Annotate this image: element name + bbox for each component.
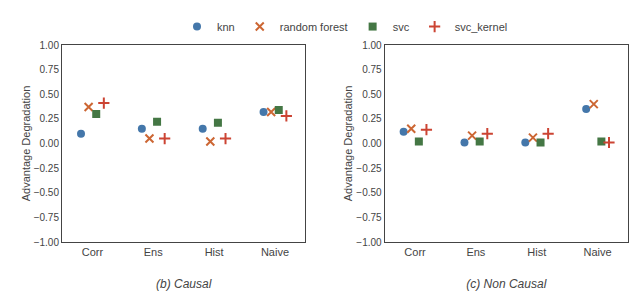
svg-text:svc: svc	[393, 21, 410, 33]
svg-text:Naive: Naive	[584, 246, 612, 258]
svg-text:0.25: 0.25	[40, 113, 60, 124]
svg-text:−0.50: −0.50	[356, 187, 382, 198]
svg-text:0.50: 0.50	[40, 89, 60, 100]
svg-text:−0.25: −0.25	[356, 163, 382, 174]
svg-text:Advantage Degradation: Advantage Degradation	[342, 86, 354, 202]
svg-text:Naive: Naive	[261, 246, 289, 258]
svg-text:Hist: Hist	[205, 246, 224, 258]
svg-text:0.00: 0.00	[40, 138, 60, 149]
svg-text:0.00: 0.00	[362, 138, 382, 149]
svg-text:−0.75: −0.75	[34, 212, 60, 223]
svg-text:−0.50: −0.50	[34, 187, 60, 198]
svg-text:Ens: Ens	[466, 246, 485, 258]
svg-text:−1.00: −1.00	[356, 237, 382, 248]
svg-text:0.25: 0.25	[362, 113, 382, 124]
svg-text:−0.75: −0.75	[356, 212, 382, 223]
svg-text:random forest: random forest	[280, 21, 348, 33]
svg-text:Advantage Degradation: Advantage Degradation	[20, 86, 32, 202]
svg-text:svc_kernel: svc_kernel	[455, 21, 508, 33]
svg-text:Corr: Corr	[404, 246, 426, 258]
svg-text:1.00: 1.00	[40, 40, 60, 51]
svg-text:0.75: 0.75	[40, 64, 60, 75]
svg-text:1.00: 1.00	[362, 40, 382, 51]
svg-text:knn: knn	[217, 21, 235, 33]
svg-text:0.50: 0.50	[362, 89, 382, 100]
svg-text:Corr: Corr	[82, 246, 104, 258]
svg-text:Hist: Hist	[527, 246, 546, 258]
svg-text:−1.00: −1.00	[34, 237, 60, 248]
svg-text:−0.25: −0.25	[34, 163, 60, 174]
svg-text:0.75: 0.75	[362, 64, 382, 75]
svg-text:(c) Non Causal: (c) Non Causal	[466, 277, 546, 291]
svg-text:Ens: Ens	[144, 246, 163, 258]
svg-text:(b) Causal: (b) Causal	[156, 277, 212, 291]
